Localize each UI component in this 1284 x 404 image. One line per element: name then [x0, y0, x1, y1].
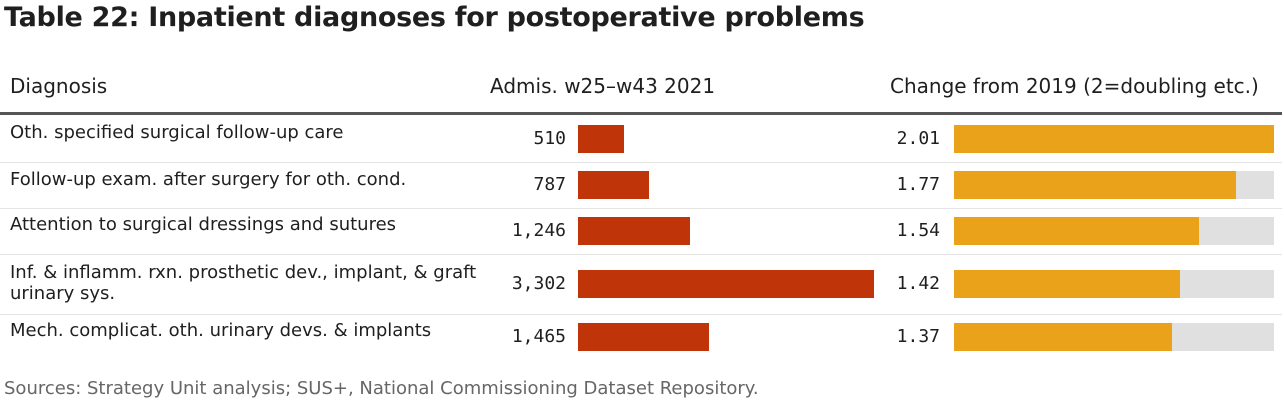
row-separator [0, 162, 1282, 163]
admissions-value: 1,246 [511, 220, 566, 241]
admissions-bar [578, 125, 624, 153]
admissions-value: 1,465 [511, 326, 566, 347]
source-note: Sources: Strategy Unit analysis; SUS+, N… [4, 378, 759, 399]
change-bar [954, 125, 1274, 153]
change-value: 1.37 [896, 326, 940, 347]
admissions-value: 787 [533, 174, 566, 195]
admissions-bar [578, 171, 649, 199]
change-value: 1.77 [896, 174, 940, 195]
row-separator [0, 314, 1282, 315]
admissions-bar [578, 217, 690, 245]
row-separator [0, 208, 1282, 209]
column-header-change: Change from 2019 (2=doubling etc.) [890, 74, 1259, 98]
header-rule [0, 112, 1282, 115]
admissions-value: 510 [533, 127, 566, 149]
page-title: Table 22: Inpatient diagnoses for postop… [4, 2, 865, 33]
change-bar [954, 270, 1180, 298]
column-header-diagnosis: Diagnosis [10, 74, 108, 98]
change-bar [954, 323, 1172, 351]
change-value: 1.42 [896, 273, 940, 294]
admissions-bar [578, 270, 874, 298]
row-separator [0, 254, 1282, 255]
diagnosis-label: Attention to surgical dressings and sutu… [10, 214, 397, 235]
change-value: 2.01 [896, 127, 940, 149]
diagnosis-label: Inf. & inflamm. rxn. prosthetic dev., im… [10, 262, 477, 304]
change-value: 1.54 [896, 220, 940, 241]
change-bar [954, 217, 1199, 245]
admissions-bar [578, 323, 709, 351]
diagnosis-label: Mech. complicat. oth. urinary devs. & im… [10, 320, 432, 341]
diagnosis-label: Follow-up exam. after surgery for oth. c… [10, 169, 407, 190]
change-bar [954, 171, 1236, 199]
admissions-value: 3,302 [511, 273, 566, 294]
column-header-admissions: Admis. w25–w43 2021 [490, 74, 716, 98]
diagnosis-label: Oth. specified surgical follow-up care [10, 122, 344, 143]
